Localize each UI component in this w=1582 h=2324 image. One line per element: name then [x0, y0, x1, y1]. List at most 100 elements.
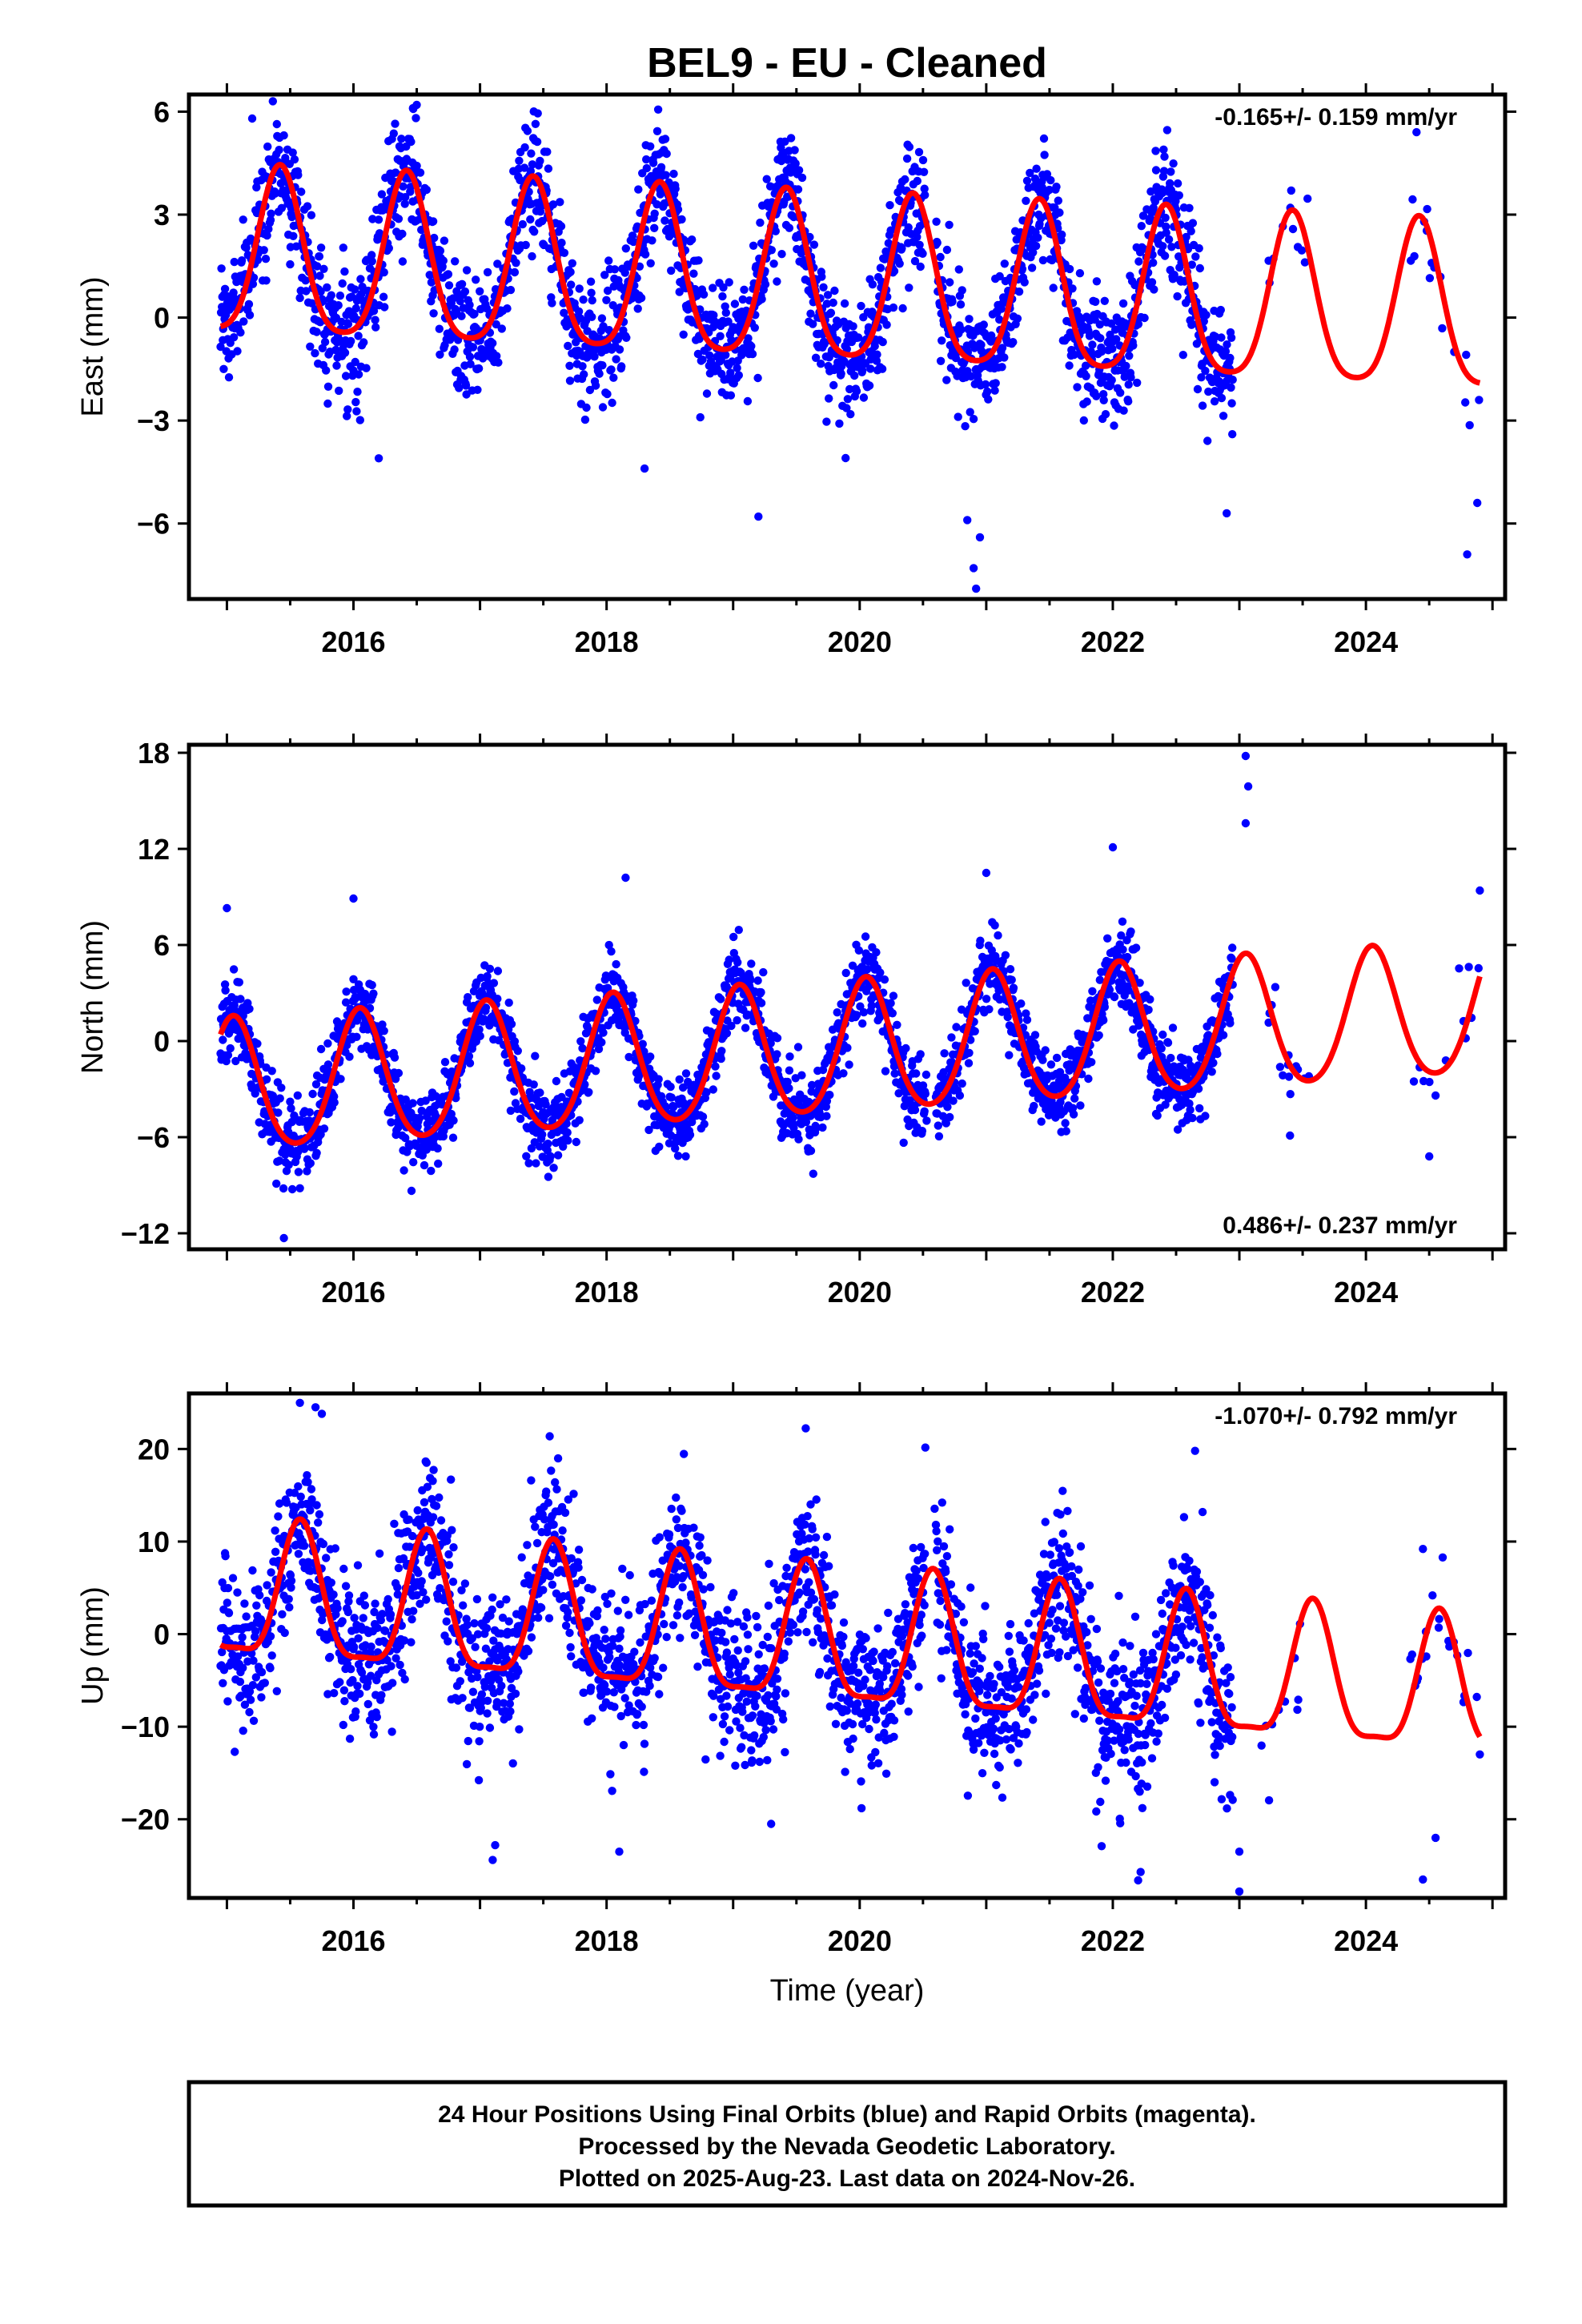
east-data-point: [648, 159, 658, 167]
east-data-point: [936, 356, 946, 365]
north-data-point: [546, 1152, 555, 1161]
north-data-point: [311, 1080, 321, 1089]
east-data-point: [466, 360, 475, 368]
east-data-point: [1070, 350, 1078, 360]
east-data-point: [984, 395, 993, 404]
east-data-point: [754, 512, 763, 521]
north-data-point: [229, 965, 239, 974]
east-data-point: [341, 372, 351, 380]
east-data-point: [743, 396, 753, 406]
east-data-point: [1058, 230, 1066, 239]
east-data-point: [1000, 353, 1009, 362]
east-data-point: [1195, 243, 1203, 253]
east-data-point: [730, 300, 740, 308]
east-data-point: [1027, 263, 1037, 272]
north-data-point: [584, 1088, 593, 1097]
east-data-point: [335, 292, 345, 300]
east-data-point: [1140, 313, 1149, 323]
north-data-point: [917, 1127, 927, 1136]
east-data-point: [288, 148, 297, 157]
east-data-point: [1106, 319, 1116, 328]
north-data-point: [287, 1184, 297, 1194]
north-data-point: [1084, 1074, 1093, 1084]
north-data-point: [773, 1050, 781, 1059]
east-data-point: [319, 264, 328, 273]
east-data-point: [400, 199, 409, 208]
east-data-point: [820, 340, 829, 348]
north-data-point: [901, 1043, 910, 1053]
east-data-point: [1134, 257, 1143, 266]
east-data-point: [761, 279, 770, 289]
north-data-point: [806, 1146, 816, 1156]
east-data-point: [1438, 324, 1447, 333]
east-data-point: [1110, 421, 1118, 430]
east-data-point: [1199, 317, 1209, 326]
east-data-point: [719, 283, 728, 292]
east-data-point: [429, 309, 438, 318]
north-data-point: [880, 975, 889, 984]
up-data-point: [274, 1512, 283, 1521]
north-data-point: [910, 1105, 920, 1115]
east-data-point: [841, 453, 850, 463]
north-data-point: [286, 1097, 295, 1106]
north-data-point: [330, 1092, 339, 1101]
east-data-point: [604, 256, 613, 265]
up-data-point: [263, 1581, 271, 1590]
east-data-point: [422, 185, 431, 195]
east-data-point: [620, 268, 629, 277]
east-data-point: [738, 295, 747, 304]
east-data-point: [451, 257, 460, 266]
east-data-point: [1191, 252, 1200, 261]
east-data-point: [769, 259, 778, 268]
east-data-point: [287, 212, 296, 222]
north-data-point: [299, 1144, 309, 1153]
east-data-point: [1210, 397, 1219, 406]
east-data-point: [275, 146, 283, 155]
east-data-point: [312, 262, 322, 271]
north-data-point: [591, 1067, 600, 1076]
east-data-point: [582, 403, 591, 412]
east-data-point: [1287, 186, 1296, 195]
north-data-point: [922, 1116, 931, 1125]
north-data-point: [702, 1088, 711, 1097]
north-data-point: [876, 968, 885, 977]
north-data-point: [323, 1060, 333, 1069]
east-data-point: [1096, 334, 1105, 343]
north-data-point: [308, 1089, 317, 1099]
east-data-point: [1159, 167, 1169, 175]
east-data-point: [1226, 353, 1235, 363]
east-data-point: [1228, 376, 1237, 384]
north-data-point: [990, 921, 999, 930]
east-data-point: [1303, 194, 1312, 203]
east-data-point: [1126, 373, 1135, 382]
north-data-point: [1124, 986, 1133, 995]
north-data-point: [757, 987, 765, 997]
east-data-point: [401, 193, 410, 202]
east-data-point: [1129, 341, 1138, 350]
north-data-point: [378, 1020, 387, 1029]
north-data-point: [773, 1034, 782, 1043]
north-data-point: [780, 1109, 789, 1118]
up-data-point: [285, 1602, 294, 1612]
east-data-point: [673, 205, 683, 214]
north-x-tick-label: 2016: [321, 1276, 385, 1309]
north-data-point: [859, 1007, 869, 1017]
north-data-point: [624, 1052, 633, 1062]
east-data-point: [791, 159, 800, 168]
east-data-point: [897, 243, 906, 253]
east-data-point: [331, 345, 340, 355]
north-data-point: [1157, 1044, 1166, 1053]
east-data-point: [407, 137, 416, 147]
east-data-point: [1423, 204, 1431, 214]
east-data-point: [721, 302, 729, 311]
east-data-point: [933, 239, 942, 247]
north-data-point: [475, 1025, 484, 1034]
north-data-point: [709, 1085, 717, 1094]
north-data-point: [287, 1104, 295, 1113]
north-data-point: [1009, 983, 1018, 992]
east-data-point: [316, 287, 325, 296]
east-data-point: [291, 242, 301, 251]
east-data-point: [669, 169, 678, 179]
north-data-point: [890, 1069, 899, 1078]
east-data-point: [266, 215, 275, 224]
